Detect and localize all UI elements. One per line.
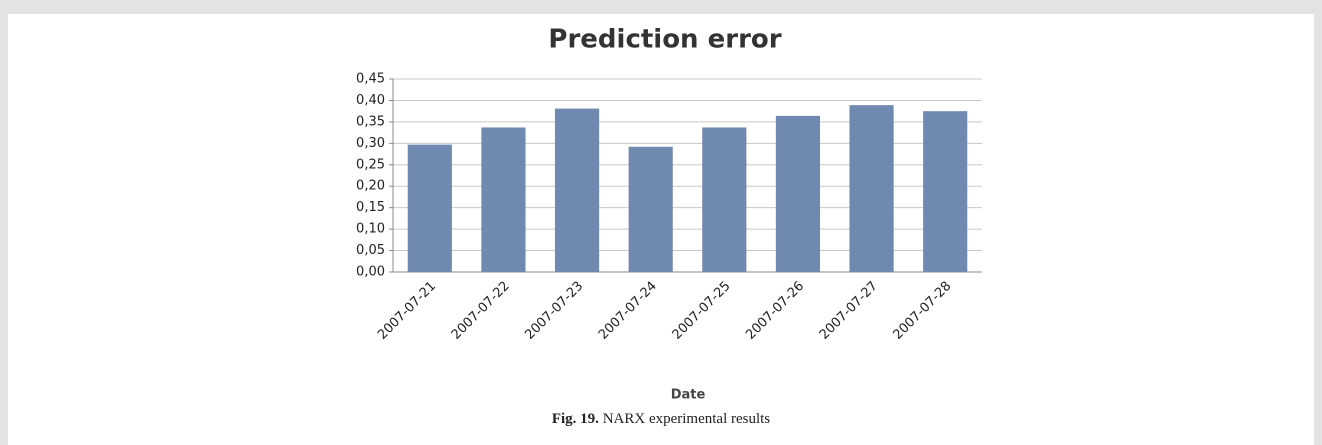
bar xyxy=(702,127,747,272)
bar xyxy=(849,105,894,272)
bar xyxy=(407,144,452,272)
y-tick-label: 0,25 xyxy=(356,157,385,172)
caption-text: NARX experimental results xyxy=(603,411,771,427)
x-axis-label: Date xyxy=(671,388,706,403)
x-tick-label: 2007-07-27 xyxy=(817,279,881,343)
x-tick-label: 2007-07-25 xyxy=(670,279,734,343)
x-tick-label: 2007-07-22 xyxy=(449,279,513,343)
x-tick-label: 2007-07-28 xyxy=(890,279,954,343)
x-tick-label: 2007-07-21 xyxy=(375,279,439,343)
chart-title: Prediction error xyxy=(548,25,781,55)
y-tick-label: 0,05 xyxy=(356,243,385,258)
y-tick-label: 0,20 xyxy=(356,179,385,194)
bar xyxy=(481,127,526,272)
x-tick-label: 2007-07-24 xyxy=(596,279,660,343)
bar xyxy=(775,115,821,272)
caption-label: Fig. 19. xyxy=(552,411,599,427)
bar xyxy=(923,111,968,273)
bar xyxy=(628,146,673,272)
y-tick-label: 0,35 xyxy=(356,114,385,129)
y-tick-label: 0,10 xyxy=(356,222,385,237)
y-tick-label: 0,00 xyxy=(356,265,385,280)
y-tick-label: 0,40 xyxy=(356,93,385,108)
caption: Fig. 19. NARX experimental results xyxy=(552,411,770,427)
y-tick-label: 0,15 xyxy=(356,200,385,215)
x-tick-label: 2007-07-23 xyxy=(522,279,586,343)
bar xyxy=(554,108,600,273)
x-tick-label: 2007-07-26 xyxy=(743,279,807,343)
y-tick-label: 0,30 xyxy=(356,136,385,151)
y-tick-label: 0,45 xyxy=(356,72,385,87)
